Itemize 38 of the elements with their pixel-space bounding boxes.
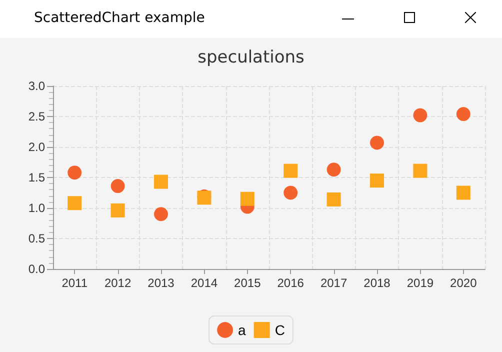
y-tick-label: 2.0 xyxy=(28,140,46,154)
x-tick-label: 2011 xyxy=(62,276,88,290)
y-tick-label: 1.0 xyxy=(28,201,46,215)
x-tick-label: 2018 xyxy=(364,276,391,290)
point xyxy=(284,186,298,200)
point xyxy=(240,192,254,206)
legend-label: a xyxy=(238,322,246,338)
x-tick-label: 2014 xyxy=(190,276,218,290)
point xyxy=(456,186,470,200)
text: ScatteredChart example xyxy=(34,10,205,26)
y-tick-label: 0.0 xyxy=(28,262,46,276)
x-tick-label: 2016 xyxy=(277,276,304,290)
point xyxy=(154,207,168,222)
point xyxy=(413,164,428,178)
point xyxy=(110,203,125,218)
x-tick-label: 2015 xyxy=(234,276,262,290)
y-tick-label: 2.5 xyxy=(28,110,46,124)
point xyxy=(326,192,341,206)
chart-title: speculations xyxy=(198,48,305,68)
y-tick-label: 3.0 xyxy=(28,79,46,93)
x-tick-label: 2012 xyxy=(104,276,132,290)
point xyxy=(68,196,82,210)
x-tick-label: 2019 xyxy=(406,276,434,290)
point xyxy=(68,166,82,180)
point xyxy=(370,136,384,150)
point xyxy=(110,179,125,194)
point xyxy=(284,164,298,178)
legend-label: C xyxy=(274,322,285,338)
x-tick-label: 2013 xyxy=(148,276,175,290)
point xyxy=(326,162,341,177)
y-tick-label: 1.5 xyxy=(28,170,46,184)
point xyxy=(370,174,384,188)
x-tick-label: 2020 xyxy=(450,276,478,290)
point xyxy=(456,107,470,122)
point xyxy=(413,108,428,122)
point xyxy=(154,174,168,189)
y-tick-label: 0.5 xyxy=(28,232,46,246)
x-tick-label: 2017 xyxy=(320,276,348,290)
